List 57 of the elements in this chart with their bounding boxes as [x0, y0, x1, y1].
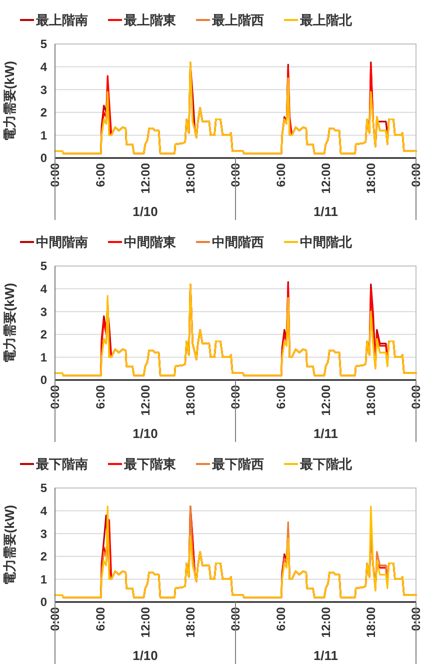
text: 1/10	[132, 648, 158, 663]
legend-label: 中間階北	[300, 234, 353, 250]
text: 1/10	[132, 426, 158, 441]
y-tick-label: 0	[40, 373, 48, 388]
x-tick-label: 6:00	[93, 606, 108, 632]
y-axis-title: 電力需要(kW)	[2, 282, 17, 364]
y-tick-label: 5	[40, 37, 48, 52]
text: 1/11	[313, 426, 338, 441]
y-tick-label: 1	[40, 128, 48, 142]
x-tick-label: 12:00	[318, 162, 333, 194]
y-tick-label: 4	[40, 60, 48, 74]
x-tick-label: 18:00	[364, 384, 378, 416]
x-tick-label: 6:00	[274, 606, 288, 632]
text: 1/11	[313, 204, 338, 219]
y-tick-label: 0	[40, 151, 48, 166]
x-tick-label: 18:00	[184, 606, 198, 638]
legend-label: 中間階東	[124, 234, 177, 250]
x-tick-label: 12:00	[138, 162, 152, 194]
legend-label: 最下階東	[123, 456, 177, 472]
x-tick-label: 18:00	[184, 384, 198, 416]
legend-label: 最上階南	[35, 12, 88, 28]
text: 1/11	[313, 648, 338, 663]
legend-label: 中間階西	[212, 234, 264, 250]
y-tick-label: 3	[40, 82, 48, 97]
x-tick-label: 6:00	[93, 162, 108, 188]
legend-label: 最下階西	[211, 456, 264, 472]
y-tick-label: 2	[40, 106, 48, 120]
y-axis-title: 電力需要(kW)	[2, 60, 17, 142]
legend-label: 最上階西	[211, 12, 264, 28]
x-tick-label: 18:00	[364, 606, 378, 638]
x-tick-label: 6:00	[93, 384, 108, 410]
legend-label: 最下階北	[299, 456, 353, 472]
y-tick-label: 5	[40, 259, 48, 274]
y-tick-label: 3	[40, 526, 48, 541]
text: 1/10	[132, 204, 158, 219]
y-tick-label: 4	[40, 504, 48, 518]
x-tick-label: 12:00	[318, 606, 333, 638]
legend-label: 最上階北	[299, 12, 353, 28]
y-tick-label: 4	[40, 282, 48, 296]
y-tick-label: 3	[40, 304, 48, 319]
y-tick-label: 0	[40, 595, 48, 610]
y-tick-label: 2	[40, 550, 48, 564]
legend-label: 中間階南	[36, 234, 88, 250]
y-tick-label: 5	[40, 481, 48, 496]
x-tick-label: 12:00	[318, 384, 333, 416]
x-tick-label: 12:00	[138, 606, 152, 638]
x-tick-label: 12:00	[138, 384, 152, 416]
legend-label: 最下階南	[35, 456, 88, 472]
x-tick-label: 6:00	[274, 162, 288, 188]
x-tick-label: 18:00	[184, 162, 198, 194]
y-axis-title: 電力需要(kW)	[2, 504, 17, 586]
x-tick-label: 18:00	[364, 162, 378, 194]
legend-label: 最上階東	[123, 12, 177, 28]
x-tick-label: 6:00	[274, 384, 288, 410]
y-tick-label: 1	[40, 350, 48, 364]
y-tick-label: 2	[40, 328, 48, 342]
y-tick-label: 1	[40, 572, 48, 586]
